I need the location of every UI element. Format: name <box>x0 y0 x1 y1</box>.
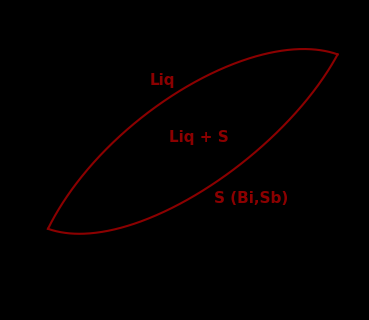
Text: Liq: Liq <box>149 73 175 87</box>
Text: Liq + S: Liq + S <box>169 130 229 145</box>
Text: S (Bi,Sb): S (Bi,Sb) <box>214 191 288 206</box>
